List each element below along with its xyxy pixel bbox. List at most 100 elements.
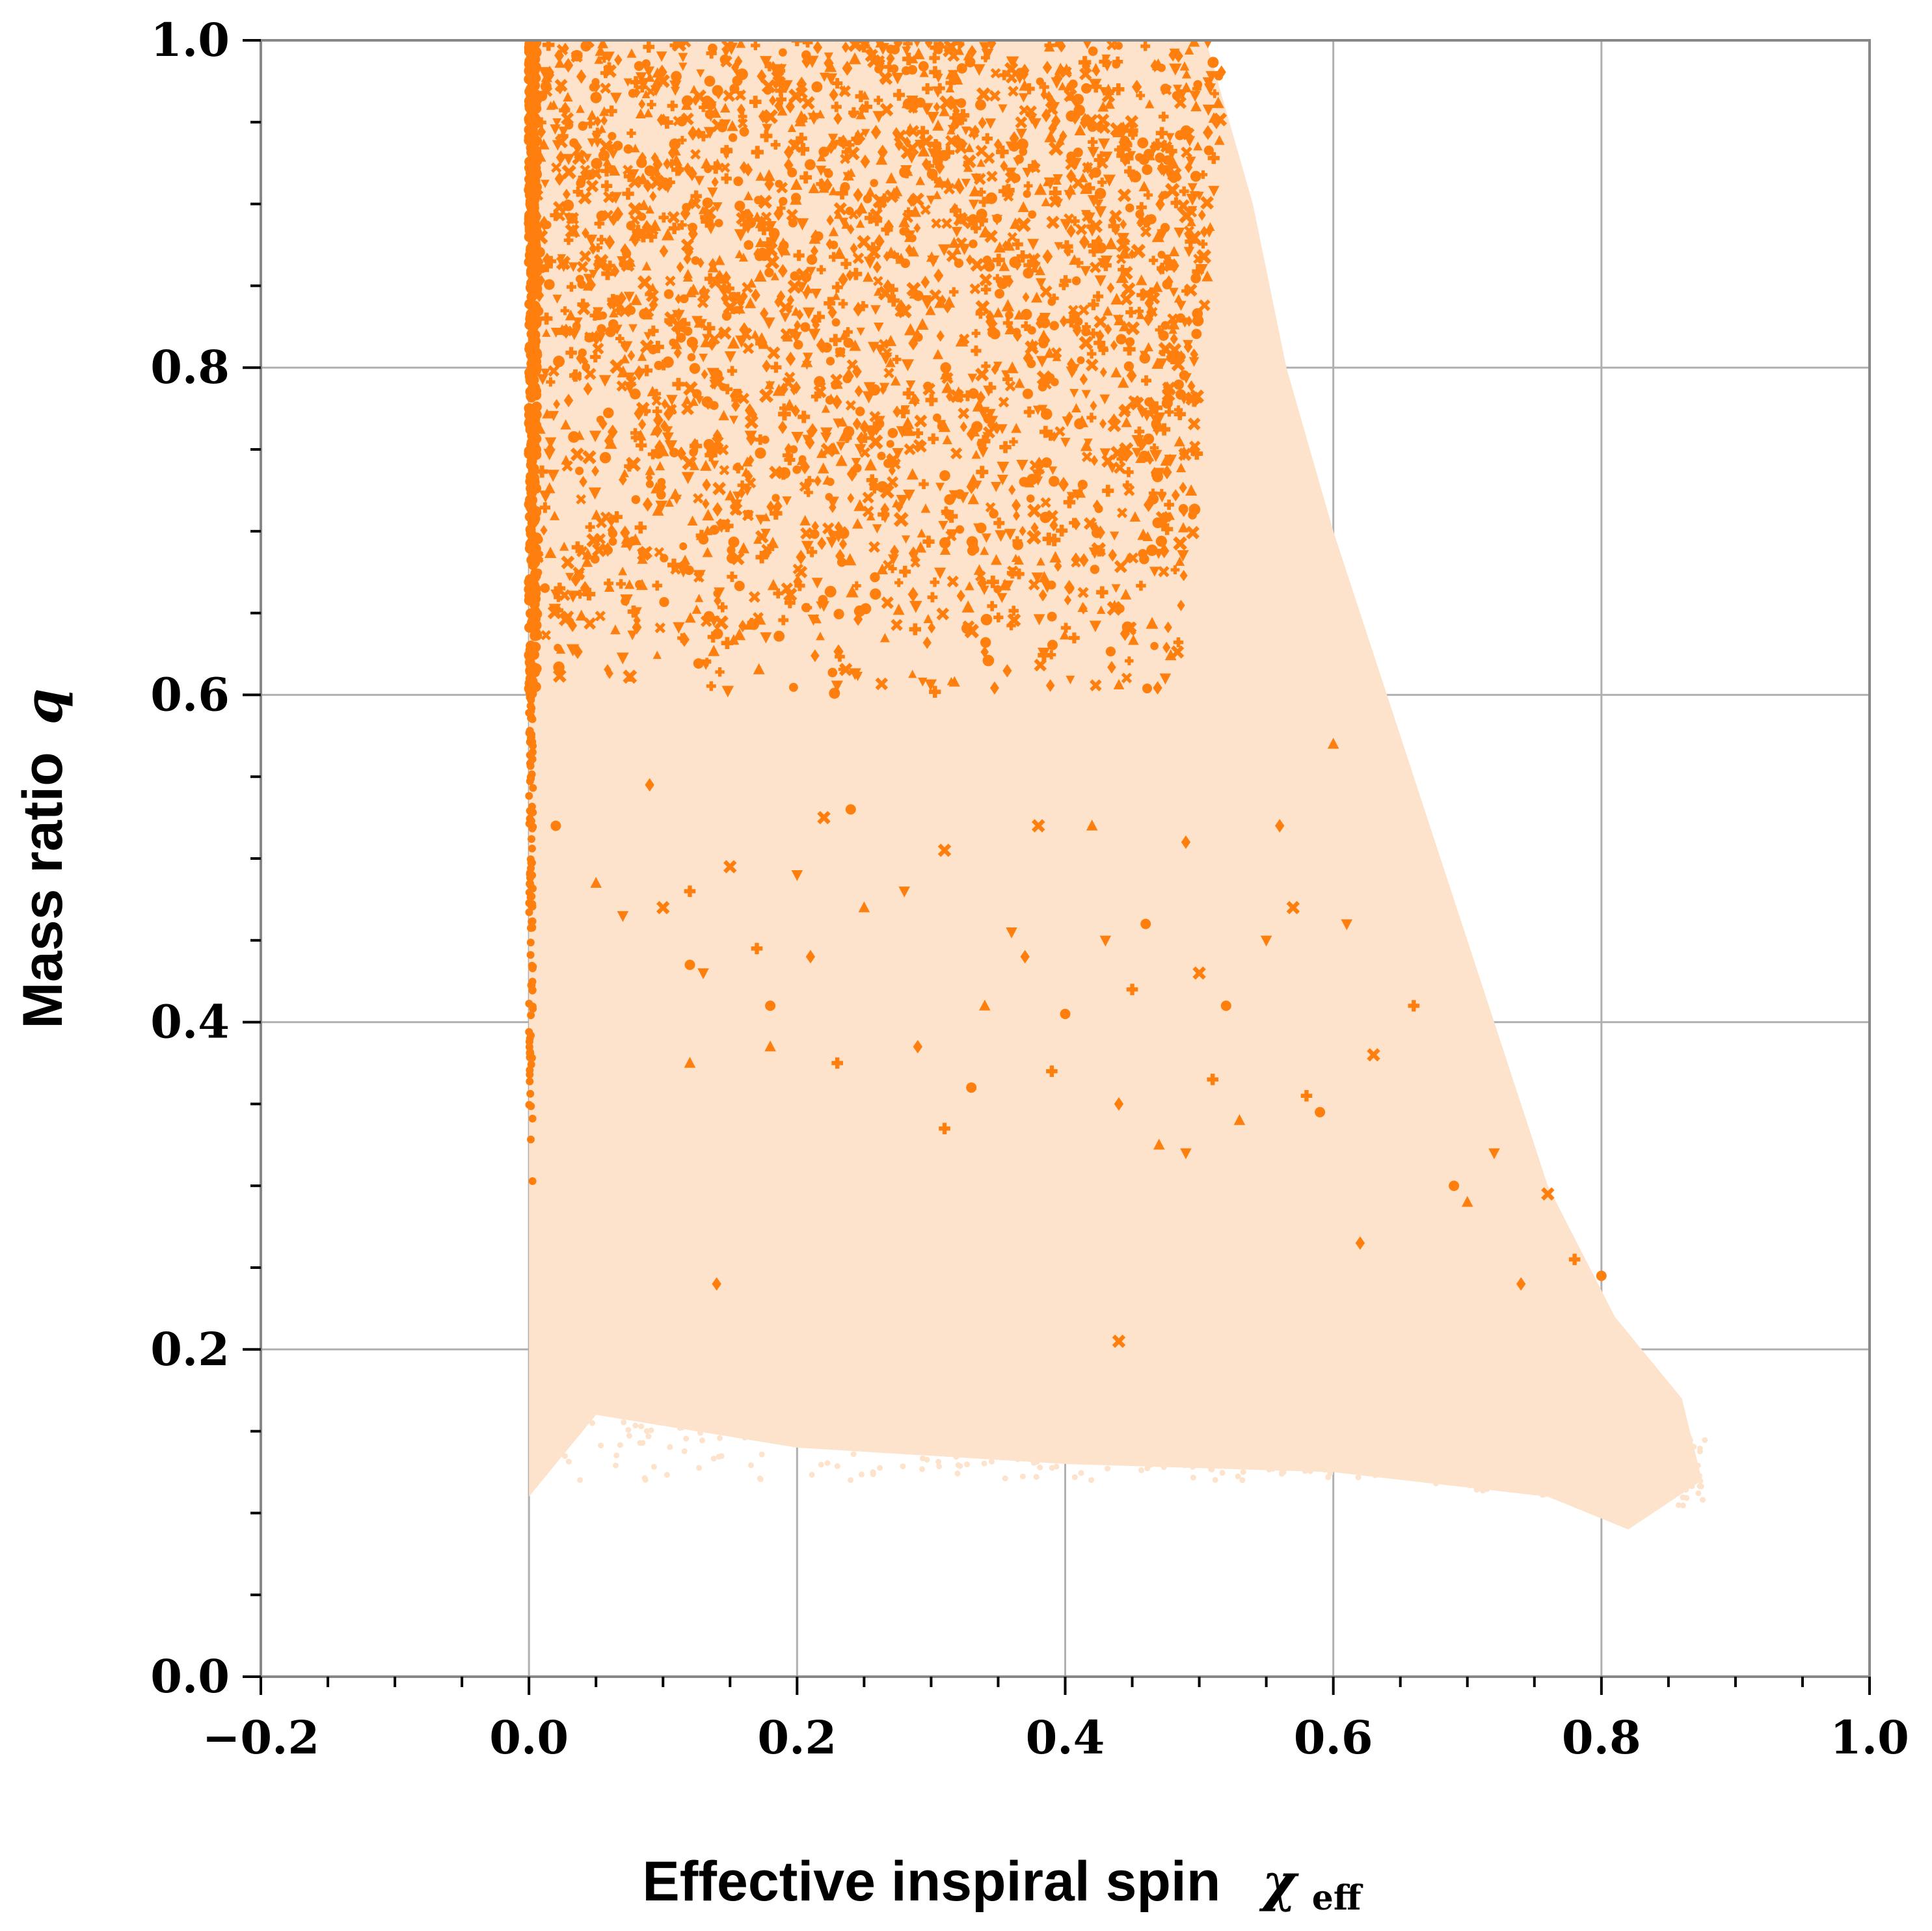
sample-point [1075, 223, 1088, 235]
edge-sample-point [529, 114, 540, 125]
sample-point [973, 399, 985, 410]
prior-point [1438, 1394, 1445, 1401]
sample-point [819, 72, 829, 82]
sample-point [546, 470, 559, 482]
sample-point [592, 307, 604, 318]
prior-point [612, 1462, 619, 1469]
sample-point [899, 565, 911, 578]
sample-point [902, 66, 911, 75]
sample-point [643, 66, 655, 77]
sample-point [645, 472, 653, 483]
sample-point [1187, 418, 1201, 431]
sample-point [837, 416, 848, 427]
edge-sample-point [527, 384, 538, 395]
edge-sample-point [528, 917, 537, 926]
sample-point [860, 40, 870, 49]
sample-point [1146, 305, 1157, 320]
sample-point [936, 330, 945, 342]
prior-point [1433, 1480, 1439, 1487]
edge-sample-point [528, 835, 535, 843]
prior-point [1675, 1502, 1682, 1508]
prior-point [1314, 1387, 1321, 1393]
prior-point [1033, 1474, 1040, 1480]
sample-point [616, 380, 628, 392]
prior-point [843, 1404, 850, 1411]
sample-point [571, 371, 582, 382]
sample-point [667, 100, 678, 111]
sample-point [1009, 217, 1022, 229]
sample-point [976, 390, 986, 405]
prior-point [1447, 1472, 1454, 1479]
sample-point [719, 382, 727, 392]
sample-point [1038, 589, 1047, 602]
sample-point [1008, 85, 1019, 97]
sample-point [1026, 473, 1038, 485]
sample-point [887, 294, 900, 307]
sample-point [1027, 326, 1036, 335]
sample-point [702, 97, 714, 109]
prior-point [874, 1337, 880, 1344]
edge-sample-point [528, 274, 539, 286]
sample-point [910, 193, 924, 207]
prior-point [1257, 1365, 1264, 1371]
sample-point [956, 98, 967, 108]
sample-point [826, 215, 835, 226]
sample-point [648, 345, 658, 354]
sample-point [690, 85, 699, 94]
prior-point [563, 1405, 570, 1411]
sample-point [1191, 328, 1202, 340]
sample-point [1185, 228, 1194, 242]
sample-point [712, 1277, 721, 1291]
sample-point [1026, 359, 1036, 369]
sample-point [724, 351, 736, 363]
sample-point [1102, 485, 1114, 497]
prior-point [1592, 1420, 1598, 1427]
sample-point [742, 486, 753, 496]
sample-point [853, 187, 863, 202]
prior-point [770, 1338, 777, 1345]
sample-point [583, 274, 594, 284]
sample-point [1027, 503, 1041, 518]
sample-point [782, 331, 793, 342]
prior-point [1646, 1480, 1653, 1487]
sample-point [985, 382, 997, 393]
prior-point [848, 1477, 853, 1484]
sample-point [1120, 219, 1127, 230]
prior-point [688, 1414, 695, 1420]
sample-point [928, 622, 936, 634]
prior-point [1140, 1407, 1146, 1413]
prior-point [1222, 1380, 1228, 1387]
prior-point [1522, 1457, 1529, 1463]
sample-point [1367, 1048, 1380, 1062]
prior-point [1186, 1376, 1192, 1382]
prior-point [1281, 1463, 1288, 1469]
edge-sample-point [527, 864, 535, 872]
sample-point [987, 601, 997, 611]
sample-point [993, 362, 1002, 371]
sample-point [930, 577, 940, 587]
sample-point [778, 263, 788, 278]
sample-point [938, 244, 950, 256]
prior-point [1395, 1387, 1401, 1393]
sample-point [584, 332, 595, 343]
prior-point [599, 1366, 606, 1372]
sample-point [626, 457, 641, 472]
sample-point [1149, 414, 1161, 426]
sample-point [620, 525, 630, 540]
sample-point [1099, 935, 1112, 947]
sample-point [1175, 389, 1187, 400]
prior-point [1559, 1467, 1566, 1473]
sample-point [1023, 190, 1031, 198]
sample-point [833, 246, 846, 260]
prior-point [1695, 1490, 1702, 1497]
prior-point [1071, 1474, 1078, 1480]
sample-point [1188, 357, 1200, 367]
prior-point [565, 1326, 572, 1332]
sample-point [543, 449, 556, 460]
sample-point [728, 536, 740, 548]
sample-point [1041, 408, 1053, 420]
sample-point [858, 300, 868, 312]
sample-point [765, 254, 780, 270]
sample-point [949, 287, 959, 297]
prior-point [566, 1288, 572, 1294]
